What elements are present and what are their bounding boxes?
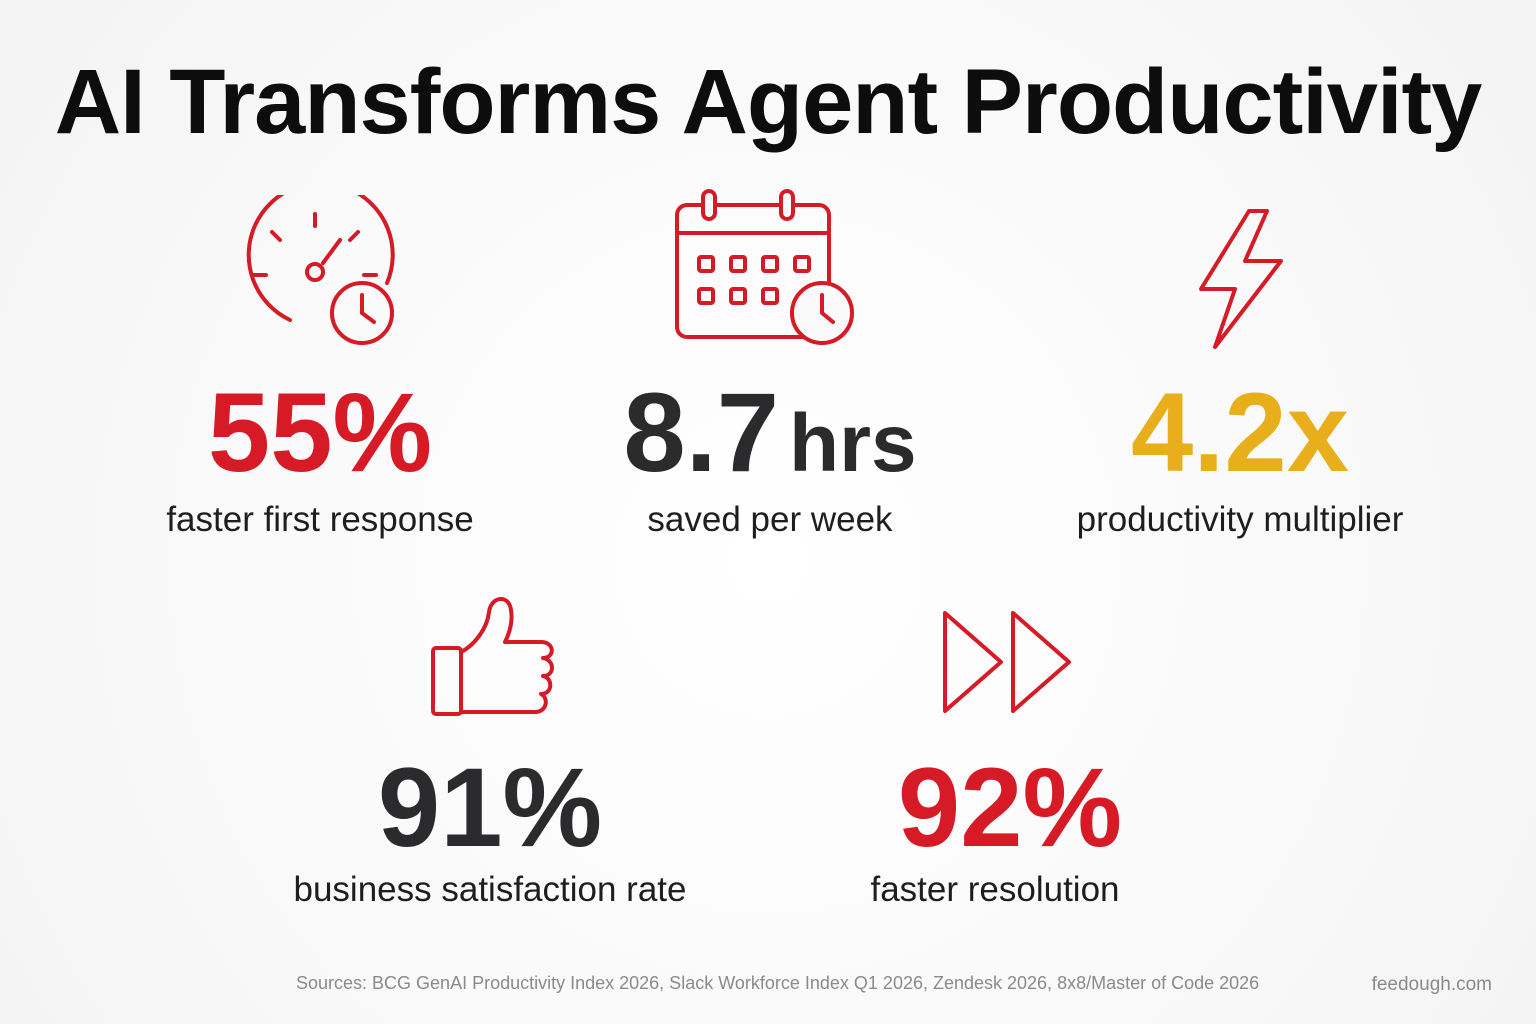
stat-value: 4.2x xyxy=(1131,370,1349,495)
stat-business-satisfaction: 91% business satisfaction rate xyxy=(290,590,690,920)
stat-value: 8.7 hrs xyxy=(570,377,970,489)
stat-faster-resolution: 92% faster resolution xyxy=(850,605,1250,920)
fast-forward-icon xyxy=(943,611,1071,713)
calendar-clock-icon xyxy=(675,189,854,345)
brand-watermark: feedough.com xyxy=(1371,974,1492,995)
stat-label: faster first response xyxy=(166,500,474,539)
stat-label: business satisfaction rate xyxy=(293,870,687,909)
stat-value: 55% xyxy=(207,370,433,495)
stat-label: productivity multiplier xyxy=(1076,500,1404,539)
stat-unit: hrs xyxy=(789,398,917,489)
stat-number: 8.7 xyxy=(623,370,780,495)
stat-hours-saved: 8.7 hrs saved per week xyxy=(570,185,970,555)
lightning-bolt-icon xyxy=(1199,209,1283,349)
sources-footnote: Sources: BCG GenAI Productivity Index 20… xyxy=(296,973,1260,993)
stat-faster-first-response: 55% faster first response xyxy=(120,195,520,555)
page-title: AI Transforms Agent Productivity xyxy=(54,51,1483,153)
stat-label: faster resolution xyxy=(870,870,1120,909)
stat-value: 92% xyxy=(897,745,1123,870)
stat-value: 91% xyxy=(377,745,603,870)
stat-productivity-multiplier: 4.2x productivity multiplier xyxy=(1040,205,1440,555)
stat-label: saved per week xyxy=(647,500,893,539)
speedometer-clock-icon xyxy=(246,195,395,345)
thumbs-up-icon xyxy=(431,597,554,716)
